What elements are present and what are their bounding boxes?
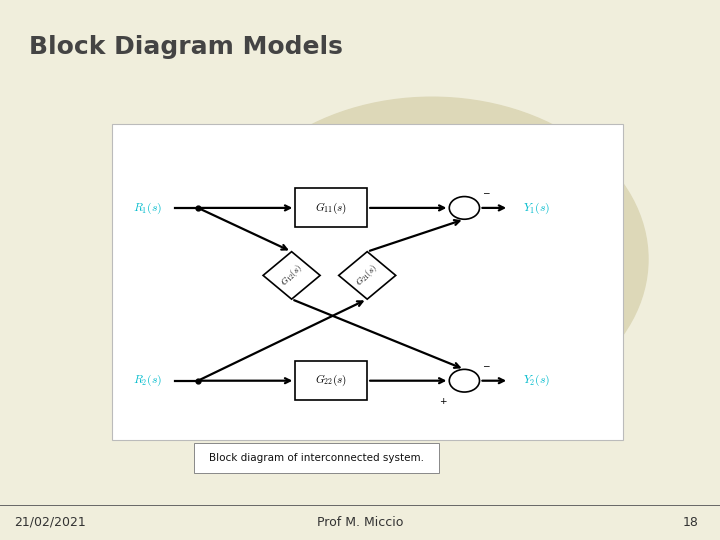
- Text: $Y_2(s)$: $Y_2(s)$: [523, 373, 550, 388]
- Circle shape: [449, 197, 480, 219]
- Circle shape: [449, 369, 480, 392]
- Text: $G_{22}(s)$: $G_{22}(s)$: [315, 373, 347, 388]
- Text: $G_{12}(s)$: $G_{12}(s)$: [278, 261, 305, 289]
- Text: $-$: $-$: [482, 187, 491, 197]
- Text: $+$: $+$: [438, 396, 447, 407]
- FancyBboxPatch shape: [112, 124, 623, 440]
- Text: Block Diagram Models: Block Diagram Models: [29, 35, 343, 59]
- Text: $Y_1(s)$: $Y_1(s)$: [523, 200, 550, 215]
- Polygon shape: [338, 252, 396, 299]
- Text: 18: 18: [683, 516, 698, 529]
- Text: $G_{21}(s)$: $G_{21}(s)$: [354, 261, 381, 289]
- Text: $G_{11}(s)$: $G_{11}(s)$: [315, 200, 347, 215]
- Text: $R_1(s)$: $R_1(s)$: [133, 200, 162, 215]
- FancyBboxPatch shape: [295, 361, 367, 400]
- FancyBboxPatch shape: [194, 443, 439, 472]
- Polygon shape: [263, 252, 320, 299]
- Text: Prof M. Miccio: Prof M. Miccio: [317, 516, 403, 529]
- Text: $R_2(s)$: $R_2(s)$: [133, 373, 162, 388]
- Text: 21/02/2021: 21/02/2021: [14, 516, 86, 529]
- Text: Block diagram of interconnected system.: Block diagram of interconnected system.: [210, 453, 424, 463]
- Text: $-$: $-$: [482, 360, 491, 369]
- Circle shape: [216, 97, 648, 421]
- FancyBboxPatch shape: [295, 188, 367, 227]
